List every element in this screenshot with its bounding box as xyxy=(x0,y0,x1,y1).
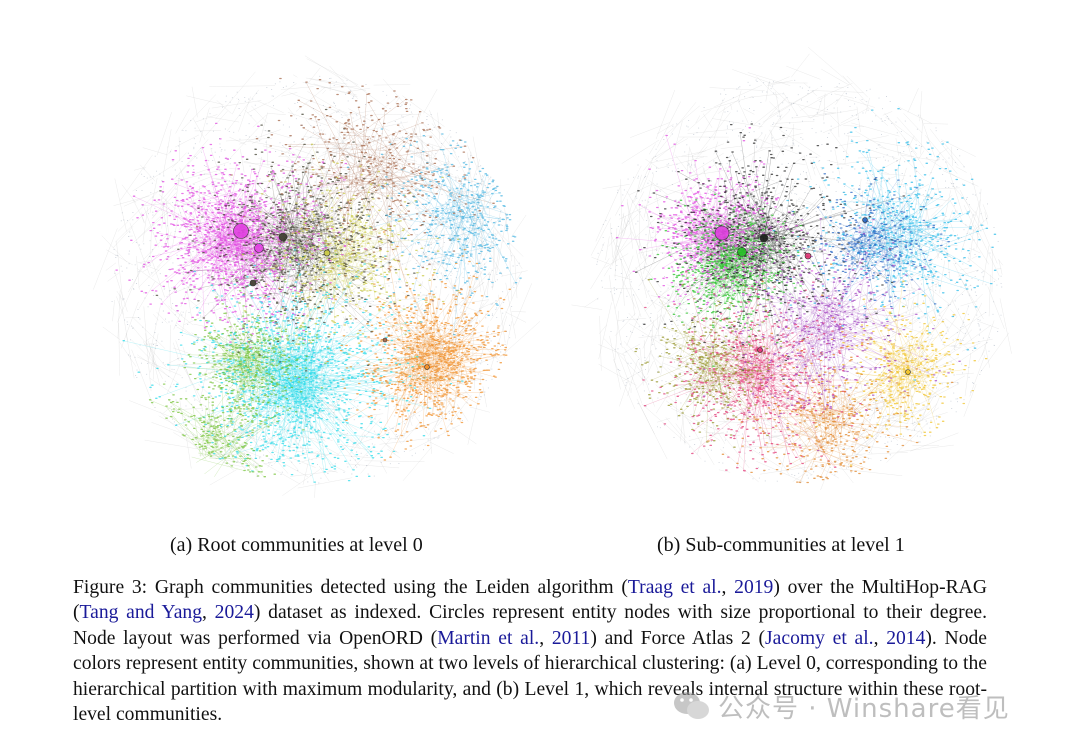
citation-martin-year[interactable]: 2011 xyxy=(551,627,591,649)
panel-b-graph xyxy=(570,45,1030,515)
graph-edges xyxy=(93,55,541,498)
panel-a-graph xyxy=(85,45,545,515)
caption-text: Figure 3: Graph communities detected usi… xyxy=(73,577,628,598)
citation-tang-authors[interactable]: Tang and Yang xyxy=(79,602,202,624)
graph-nodes xyxy=(596,79,1003,484)
citation-martin-authors[interactable]: Martin et al. xyxy=(437,627,540,649)
citation-traag-authors[interactable]: Traag et al. xyxy=(627,577,722,598)
caption-text: ) and Force Atlas 2 ( xyxy=(590,627,766,649)
citation-jacomy-authors[interactable]: Jacomy et al. xyxy=(765,627,874,649)
citation-tang-year[interactable]: 2024 xyxy=(214,602,254,624)
graph-nodes xyxy=(111,75,522,484)
panel-b-caption: (b) Sub-communities at level 1 xyxy=(657,534,905,556)
caption-text: ) dataset as indexed. Circles represent … xyxy=(73,602,988,649)
citation-traag-year[interactable]: 2019 xyxy=(734,577,774,598)
caption-text: ) over the MultiHop-RAG ( xyxy=(73,577,987,624)
panel-a-caption: (a) Root communities at level 0 xyxy=(170,534,423,556)
caption-text: , xyxy=(721,577,735,598)
level0-community-graph xyxy=(93,55,541,498)
level1-community-graph xyxy=(571,47,1012,490)
caption-text: , xyxy=(539,627,552,649)
caption-text: ). Node colors represent entity communit… xyxy=(73,627,987,726)
caption-text: , xyxy=(202,602,215,624)
caption-text: , xyxy=(873,627,887,649)
figure-caption: Figure 3: Graph communities detected usi… xyxy=(73,575,987,727)
citation-jacomy-year[interactable]: 2014 xyxy=(886,627,926,649)
